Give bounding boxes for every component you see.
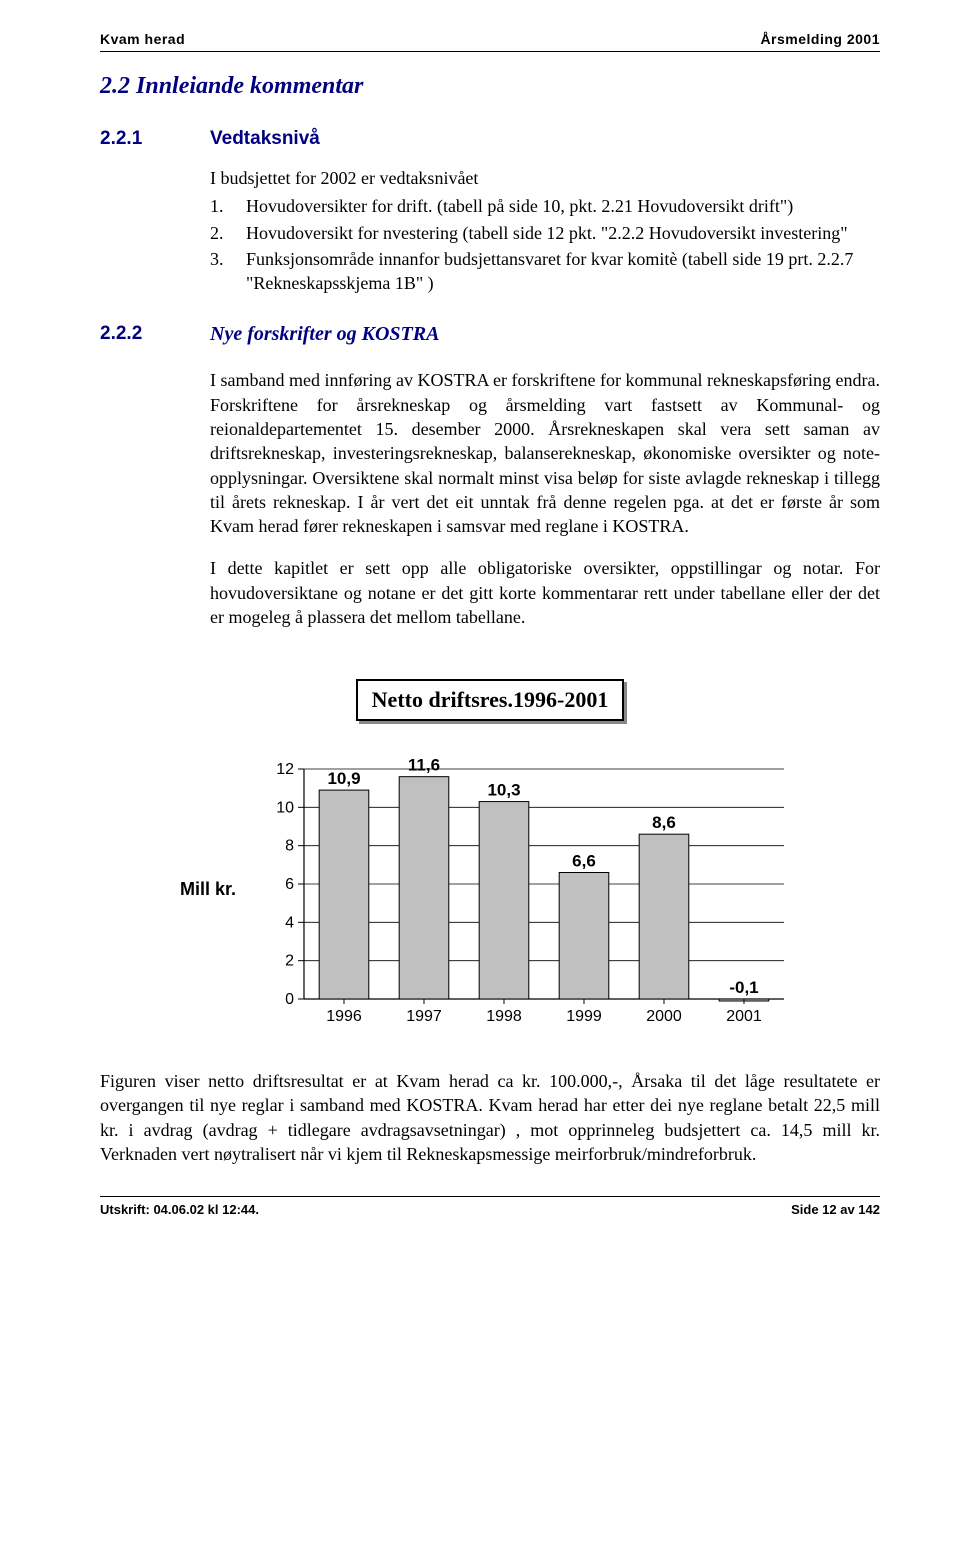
chart-caption: Figuren viser netto driftsresultat er at… [100,1069,880,1166]
chart-bar-value: 11,6 [408,756,440,775]
chart-bar [639,834,689,999]
sub1-intro: I budsjettet for 2002 er vedtaksnivået [210,166,880,190]
subsection-1-label: Vedtaksnivå [210,126,320,152]
chart-bar-value: 10,9 [327,769,360,788]
subsection-1-heading: 2.2.1 Vedtaksnivå [100,126,880,152]
chart-bar [559,873,609,1000]
svg-text:0: 0 [285,991,294,1008]
chart-bar [479,802,529,999]
list-item: 3.Funksjonsområde innanfor budsjettansva… [210,247,880,296]
subsection-2-label: Nye forskrifter og KOSTRA [210,321,439,348]
page-footer: Utskrift: 04.06.02 kl 12:44. Side 12 av … [100,1196,880,1219]
chart-x-label: 1996 [326,1008,362,1025]
list-item: 2.Hovudoversikt for nvestering (tabell s… [210,221,880,245]
svg-text:10: 10 [276,799,294,816]
svg-text:4: 4 [285,914,294,931]
list-item-text: Hovudoversikter for drift. (tabell på si… [246,194,880,218]
chart-title: Netto driftsres.1996-2001 [356,679,625,721]
section-title: 2.2 Innleiande kommentar [100,70,880,102]
footer-left: Utskrift: 04.06.02 kl 12:44. [100,1201,259,1219]
header-right: Årsmelding 2001 [760,30,880,49]
subsection-1-body: I budsjettet for 2002 er vedtaksnivået 1… [210,166,880,295]
chart-x-label: 1999 [566,1008,602,1025]
chart-x-label: 2001 [726,1008,762,1025]
svg-text:12: 12 [276,761,294,778]
subsection-2-heading: 2.2.2 Nye forskrifter og KOSTRA [100,321,880,348]
chart-x-label: 1997 [406,1008,442,1025]
svg-text:6: 6 [285,876,294,893]
subsection-2-number: 2.2.2 [100,321,210,348]
list-item-number: 3. [210,247,246,296]
chart-bar-value: -0,1 [729,978,758,997]
footer-right: Side 12 av 142 [791,1201,880,1219]
list-item-text: Funksjonsområde innanfor budsjettansvare… [246,247,880,296]
chart-bar-value: 6,6 [572,852,596,871]
svg-text:8: 8 [285,838,294,855]
subsection-1-number: 2.2.1 [100,126,210,152]
chart-bar [319,790,369,999]
chart-container: Netto driftsres.1996-2001 Mill kr. 0 2 4 6 8… [180,679,800,1039]
sub2-paragraph-2: I dette kapitlet er sett opp alle obliga… [210,556,880,629]
list-item-number: 1. [210,194,246,218]
chart-x-label: 1998 [486,1008,522,1025]
bar-chart: 0 2 4 6 8 10 12 10,9 1996 11,6 1997 10,3 1998 6,6 1999… [248,739,800,1039]
chart-bar-value: 10,3 [487,781,520,800]
page-header: Kvam herad Årsmelding 2001 [100,30,880,52]
list-item-number: 2. [210,221,246,245]
header-left: Kvam herad [100,30,185,49]
svg-text:2: 2 [285,953,294,970]
chart-bar [399,777,449,999]
chart-x-label: 2000 [646,1008,682,1025]
sub2-paragraph-1: I samband med innføring av KOSTRA er for… [210,368,880,538]
list-item-text: Hovudoversikt for nvestering (tabell sid… [246,221,880,245]
chart-y-label: Mill kr. [180,877,236,901]
list-item: 1.Hovudoversikter for drift. (tabell på … [210,194,880,218]
chart-bar-value: 8,6 [652,813,676,832]
